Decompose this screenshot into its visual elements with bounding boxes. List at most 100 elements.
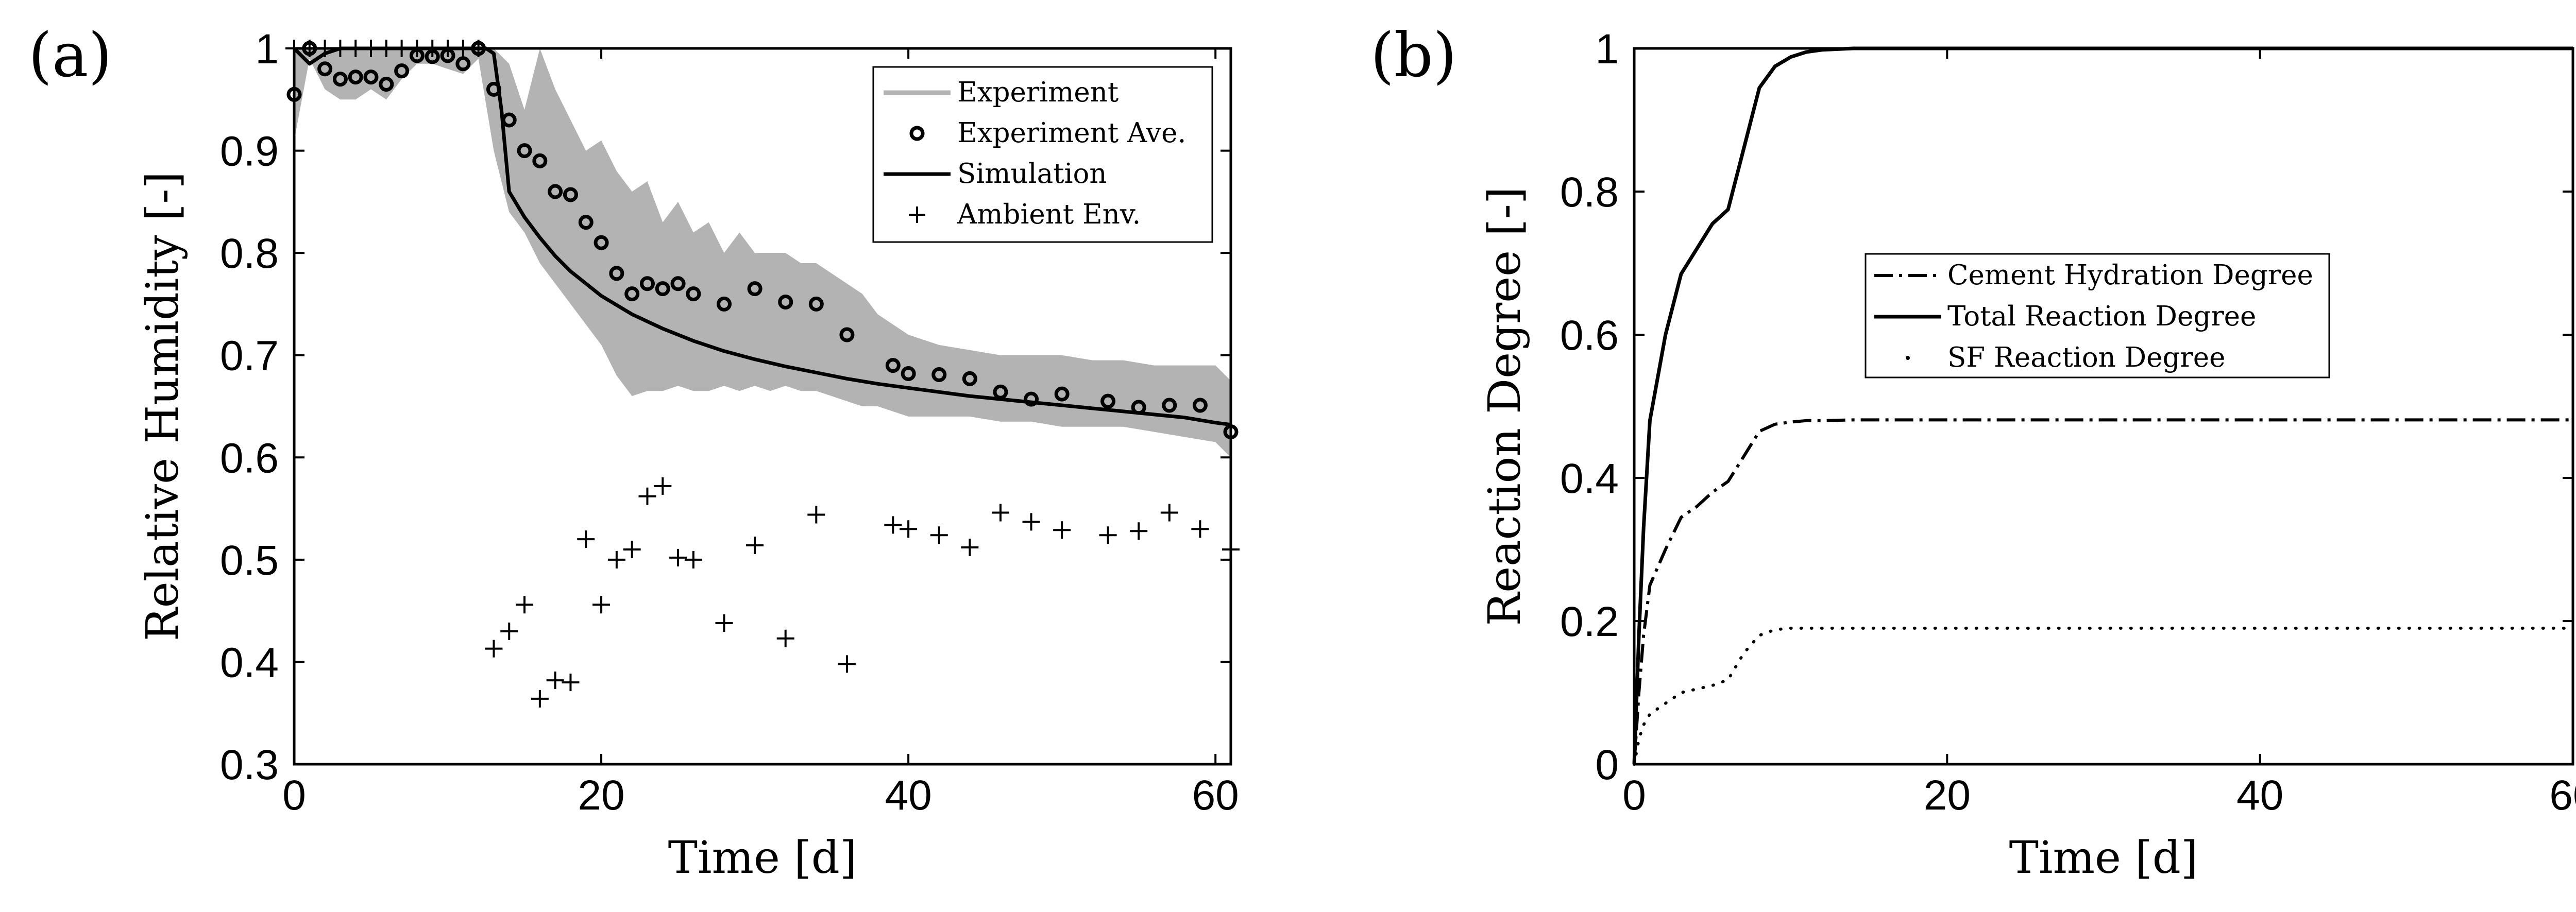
experiment-average-point [348,70,363,85]
panel-a-x-tick-label: 20 [578,772,624,819]
panel-b-y-tick-label: 0 [1595,742,1619,788]
panel-b-x-tick-label: 40 [2236,772,2283,819]
experiment-band-layer [294,48,1231,458]
experiment-average-point [486,81,501,97]
ambient-env-point [623,541,641,558]
panel-a-y-tick-label: 0.9 [220,128,279,175]
ambient-env-point [807,506,825,524]
experiment-average-point [901,366,916,381]
experiment-average-point [609,266,624,281]
experiment-average-point [578,215,594,230]
experiment-average-point [747,281,762,297]
legend-total-reaction-label: Total Reaction Degree [1947,301,2256,332]
panel-b-x-axis-label: Time [d] [2009,832,2198,884]
ambient-env-point [776,629,794,647]
ambient-env-point [684,550,702,569]
panel-a-x-tick-label: 40 [885,772,932,819]
panel-a-ticks: 0 20 40 60 0.3 0.4 0.5 0.6 0.7 0.8 0.9 1 [220,26,1239,819]
experiment-average-point [778,294,793,309]
experiment-average-point [1131,400,1146,415]
experiment-average-point [563,187,578,202]
experiment-average-point [839,327,855,342]
panel-b-x-tick-label: 60 [2549,772,2576,819]
ambient-env-point [1099,526,1117,544]
experiment-average-point [332,72,348,87]
panel-a-y-tick-label: 1 [255,26,279,73]
ambient-env-point [715,614,733,632]
ambient-env-point [1130,522,1148,540]
panel-b-x-tick-label: 20 [1924,772,1971,819]
experiment-average-point [455,56,471,72]
ambient-env-point [1053,521,1071,539]
ambient-env-point [991,504,1009,522]
experiment-average-point [639,276,655,291]
experiment-average-point [993,384,1008,400]
experiment-average-point [716,296,732,312]
panel-b-y-tick-label: 0.2 [1560,598,1619,645]
panel-a-y-tick-label: 0.8 [220,230,279,277]
panel-b-plot-frame [1633,47,2574,766]
ambient-env-point [838,655,856,673]
total-reaction-line [1632,46,2573,765]
ambient-env-point [485,640,503,658]
panel-a-y-axis-label: Relative Humidity [-] [137,171,189,641]
panel-b-label: (b) [1370,20,1457,91]
legend-experiment-average-swatch [909,126,925,141]
experiment-average-point [1100,393,1116,409]
experiment-average-point [1192,398,1208,413]
legend-ambient-env-swatch [909,207,925,223]
experiment-average-point [317,61,333,77]
legend-sf-reaction-swatch [1906,356,1910,360]
experiment-average-point [594,235,609,250]
ambient-env-point [900,520,918,538]
panel-b-y-tick-label: 0.4 [1560,455,1619,502]
legend-experiment-label: Experiment [957,77,1118,108]
experiment-average-point [363,70,379,85]
experiment-average-point [686,286,701,302]
experiment-average-point [624,286,640,302]
panel-b: (b) 0 20 40 60 0 0.2 0.4 0.6 0.8 1 Time [d] React… [1370,20,2576,884]
ambient-env-point [930,526,948,544]
panel-b-ticks: 0 20 40 60 0 0.2 0.4 0.6 0.8 1 [1560,26,2576,819]
legend-sf-reaction-label: SF Reaction Degree [1947,342,2225,373]
ambient-env-point [1191,520,1209,538]
ambient-env-point [577,530,595,548]
experiment-average-point [1054,386,1070,402]
experiment-average-point [670,276,686,291]
ambient-env-point [1022,513,1040,531]
ambient-env-point [531,690,549,708]
panel-b-y-axis-label: Reaction Degree [-] [1479,187,1531,626]
panel-b-x-tick-label: 0 [1622,772,1646,819]
panel-a-legend: Experiment Experiment Ave. Simulation Am… [872,66,1213,243]
legend-experiment-average-label: Experiment Ave. [957,117,1186,149]
legend-ambient-env-label: Ambient Env. [957,199,1141,230]
experiment-band [294,48,1231,458]
panel-a-x-tick-label: 0 [282,772,306,819]
panel-a-y-tick-label: 0.5 [220,537,279,584]
panel-a-legend-box [872,66,1213,243]
ambient-env-point [654,477,672,495]
experiment-average-point [501,112,517,128]
experiment-average-point [379,77,394,92]
ambient-env-point [961,539,979,557]
cement-hydration-line [1633,418,2573,765]
panel-a-label: (a) [28,20,112,91]
legend-simulation-label: Simulation [957,158,1107,190]
panel-b-y-tick-label: 0.6 [1560,312,1619,359]
panel-b-line-layer [1632,46,2574,766]
experiment-average-point [655,281,670,297]
panel-a-plot-frame [293,47,1232,766]
experiment-average-point [931,367,947,382]
ambient-env-point [516,596,534,614]
ambient-env-point [500,622,518,640]
ambient-env-point [746,537,764,555]
experiment-average-point [885,358,901,373]
panel-b-y-tick-label: 0.8 [1560,169,1619,216]
ambient-env-point [669,548,687,566]
panel-a-y-tick-label: 0.3 [220,742,279,788]
experiment-average-point [962,371,977,386]
ambient-env-point [607,550,625,569]
panel-a-x-tick-label: 60 [1192,772,1239,819]
experiment-average-point [548,184,563,199]
